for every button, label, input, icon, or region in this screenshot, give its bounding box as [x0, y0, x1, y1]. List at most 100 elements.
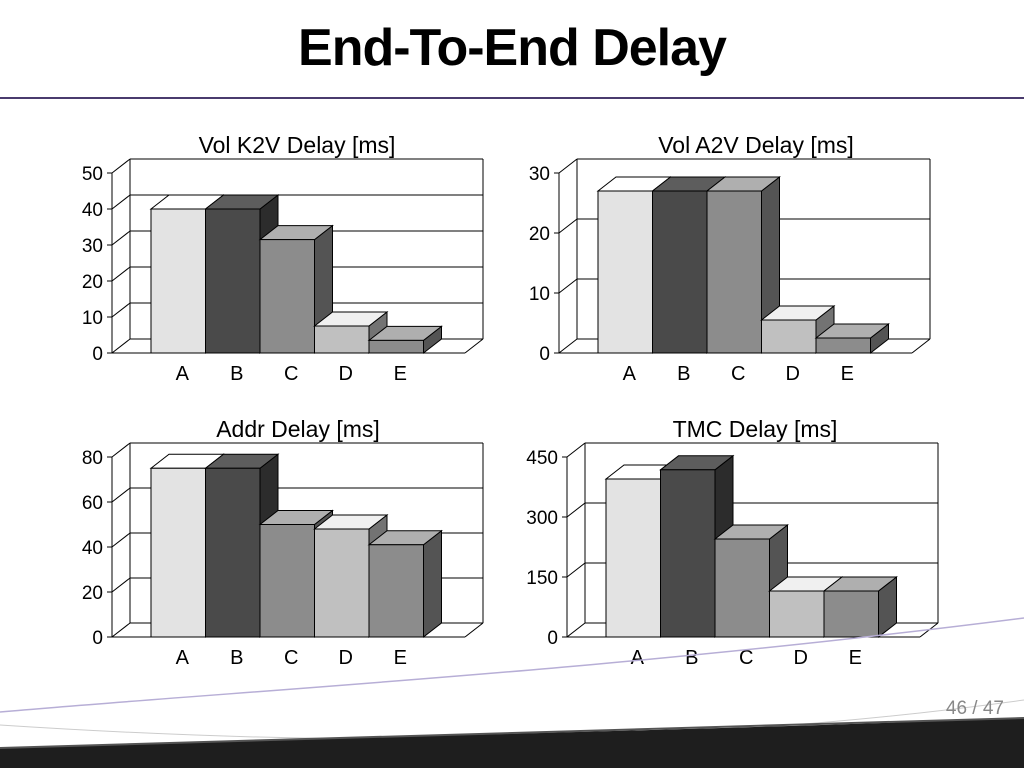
- bar-front: [259, 524, 315, 638]
- y-tick-label: 150: [526, 568, 558, 589]
- grid-diagonal: [111, 577, 131, 593]
- y-tick-label: 450: [526, 448, 558, 469]
- x-tick-label: C: [284, 363, 298, 385]
- chart-title: Vol A2V Delay [ms]: [658, 132, 854, 158]
- bar-front: [259, 239, 315, 354]
- grid-diagonal: [111, 230, 131, 246]
- floor-edge: [464, 622, 484, 638]
- x-tick-label: D: [786, 363, 800, 385]
- x-tick-label: E: [849, 647, 862, 669]
- bar-front: [652, 190, 708, 354]
- bar-front: [761, 319, 817, 354]
- grid-diagonal: [558, 338, 578, 354]
- grid-diagonal: [111, 302, 131, 318]
- bar-front: [769, 590, 825, 638]
- bar-front: [368, 339, 424, 354]
- x-tick-label: B: [230, 647, 243, 669]
- x-tick-label: A: [176, 363, 190, 385]
- x-tick-label: E: [841, 363, 854, 385]
- grid-diagonal: [111, 158, 131, 174]
- page-current: 46: [945, 698, 968, 719]
- bar-front: [368, 544, 424, 638]
- x-tick-label: B: [677, 363, 690, 385]
- x-tick-label: A: [623, 363, 637, 385]
- grid-diagonal: [111, 194, 131, 210]
- bar-E: [814, 322, 890, 355]
- bar-E: [822, 575, 898, 639]
- floor-edge: [464, 338, 484, 354]
- grid-diagonal: [566, 622, 586, 638]
- grid-diagonal: [111, 622, 131, 638]
- bar-front: [823, 590, 879, 638]
- title-divider: [0, 97, 1024, 99]
- x-tick-label: B: [685, 647, 698, 669]
- grid-diagonal: [558, 158, 578, 174]
- bar-B: [204, 453, 280, 639]
- grid-diagonal: [111, 487, 131, 503]
- grid-diagonal: [558, 278, 578, 294]
- y-tick-label: 30: [529, 164, 550, 185]
- slide-title: End-To-End Delay: [298, 19, 727, 77]
- grid-diagonal: [566, 562, 586, 578]
- page-number: 46 / 47: [946, 698, 1004, 720]
- bar-front: [660, 469, 716, 638]
- y-tick-label: 50: [82, 164, 103, 185]
- y-tick-label: 20: [82, 583, 103, 604]
- y-tick-label: 20: [82, 272, 103, 293]
- y-tick-label: 300: [526, 508, 558, 529]
- grid-diagonal: [566, 502, 586, 518]
- y-tick-label: 0: [92, 344, 103, 365]
- chart-title: Vol K2V Delay [ms]: [199, 132, 396, 158]
- x-tick-label: C: [739, 647, 753, 669]
- bar-front: [314, 325, 370, 354]
- floor-edge: [911, 338, 931, 354]
- bar-front: [205, 467, 261, 638]
- chart-4: 0 150 300 450 A B C D E TMC Delay [ms]: [526, 416, 939, 669]
- grid-diagonal: [111, 442, 131, 458]
- y-tick-label: 0: [547, 628, 558, 649]
- y-tick-label: 40: [82, 538, 103, 559]
- x-tick-label: B: [230, 363, 243, 385]
- x-tick-label: E: [394, 647, 407, 669]
- x-tick-label: D: [339, 363, 353, 385]
- chart-title: Addr Delay [ms]: [216, 416, 380, 442]
- page-total: 47: [982, 698, 1004, 719]
- x-tick-label: C: [284, 647, 298, 669]
- bar-front: [314, 528, 370, 638]
- bar-E: [367, 325, 443, 355]
- y-tick-label: 20: [529, 224, 550, 245]
- grid-diagonal: [111, 532, 131, 548]
- y-tick-label: 80: [82, 448, 103, 469]
- chart-3: 0 20 40 60 80 A B C D E Addr Delay [ms]: [82, 416, 484, 669]
- y-tick-label: 10: [529, 284, 550, 305]
- grid-diagonal: [558, 218, 578, 234]
- y-tick-label: 40: [82, 200, 103, 221]
- chart-2: 0 10 20 30 A B C D E Vol A2V Delay [ms]: [529, 132, 931, 385]
- y-tick-label: 60: [82, 493, 103, 514]
- x-tick-label: A: [631, 647, 645, 669]
- grid-diagonal: [111, 338, 131, 354]
- page-separator: /: [972, 698, 978, 719]
- x-tick-label: D: [339, 647, 353, 669]
- chart-title: TMC Delay [ms]: [673, 416, 838, 442]
- bar-front: [150, 208, 206, 354]
- bar-front: [815, 337, 871, 354]
- bar-front: [150, 467, 206, 638]
- bar-front: [205, 208, 261, 354]
- x-tick-label: E: [394, 363, 407, 385]
- y-tick-label: 0: [539, 344, 550, 365]
- grid-diagonal: [111, 266, 131, 282]
- bar-front: [706, 190, 762, 354]
- bar-E: [367, 529, 443, 639]
- bar-front: [714, 538, 770, 638]
- y-tick-label: 0: [92, 628, 103, 649]
- grid-diagonal: [566, 442, 586, 458]
- x-tick-label: C: [731, 363, 745, 385]
- y-tick-label: 30: [82, 236, 103, 257]
- y-tick-label: 10: [82, 308, 103, 329]
- x-tick-label: A: [176, 647, 190, 669]
- chart-1: 0 10 20 30 40 50 A B C D E Vol K2V Delay [ms]: [82, 132, 484, 385]
- bar-front: [605, 478, 661, 638]
